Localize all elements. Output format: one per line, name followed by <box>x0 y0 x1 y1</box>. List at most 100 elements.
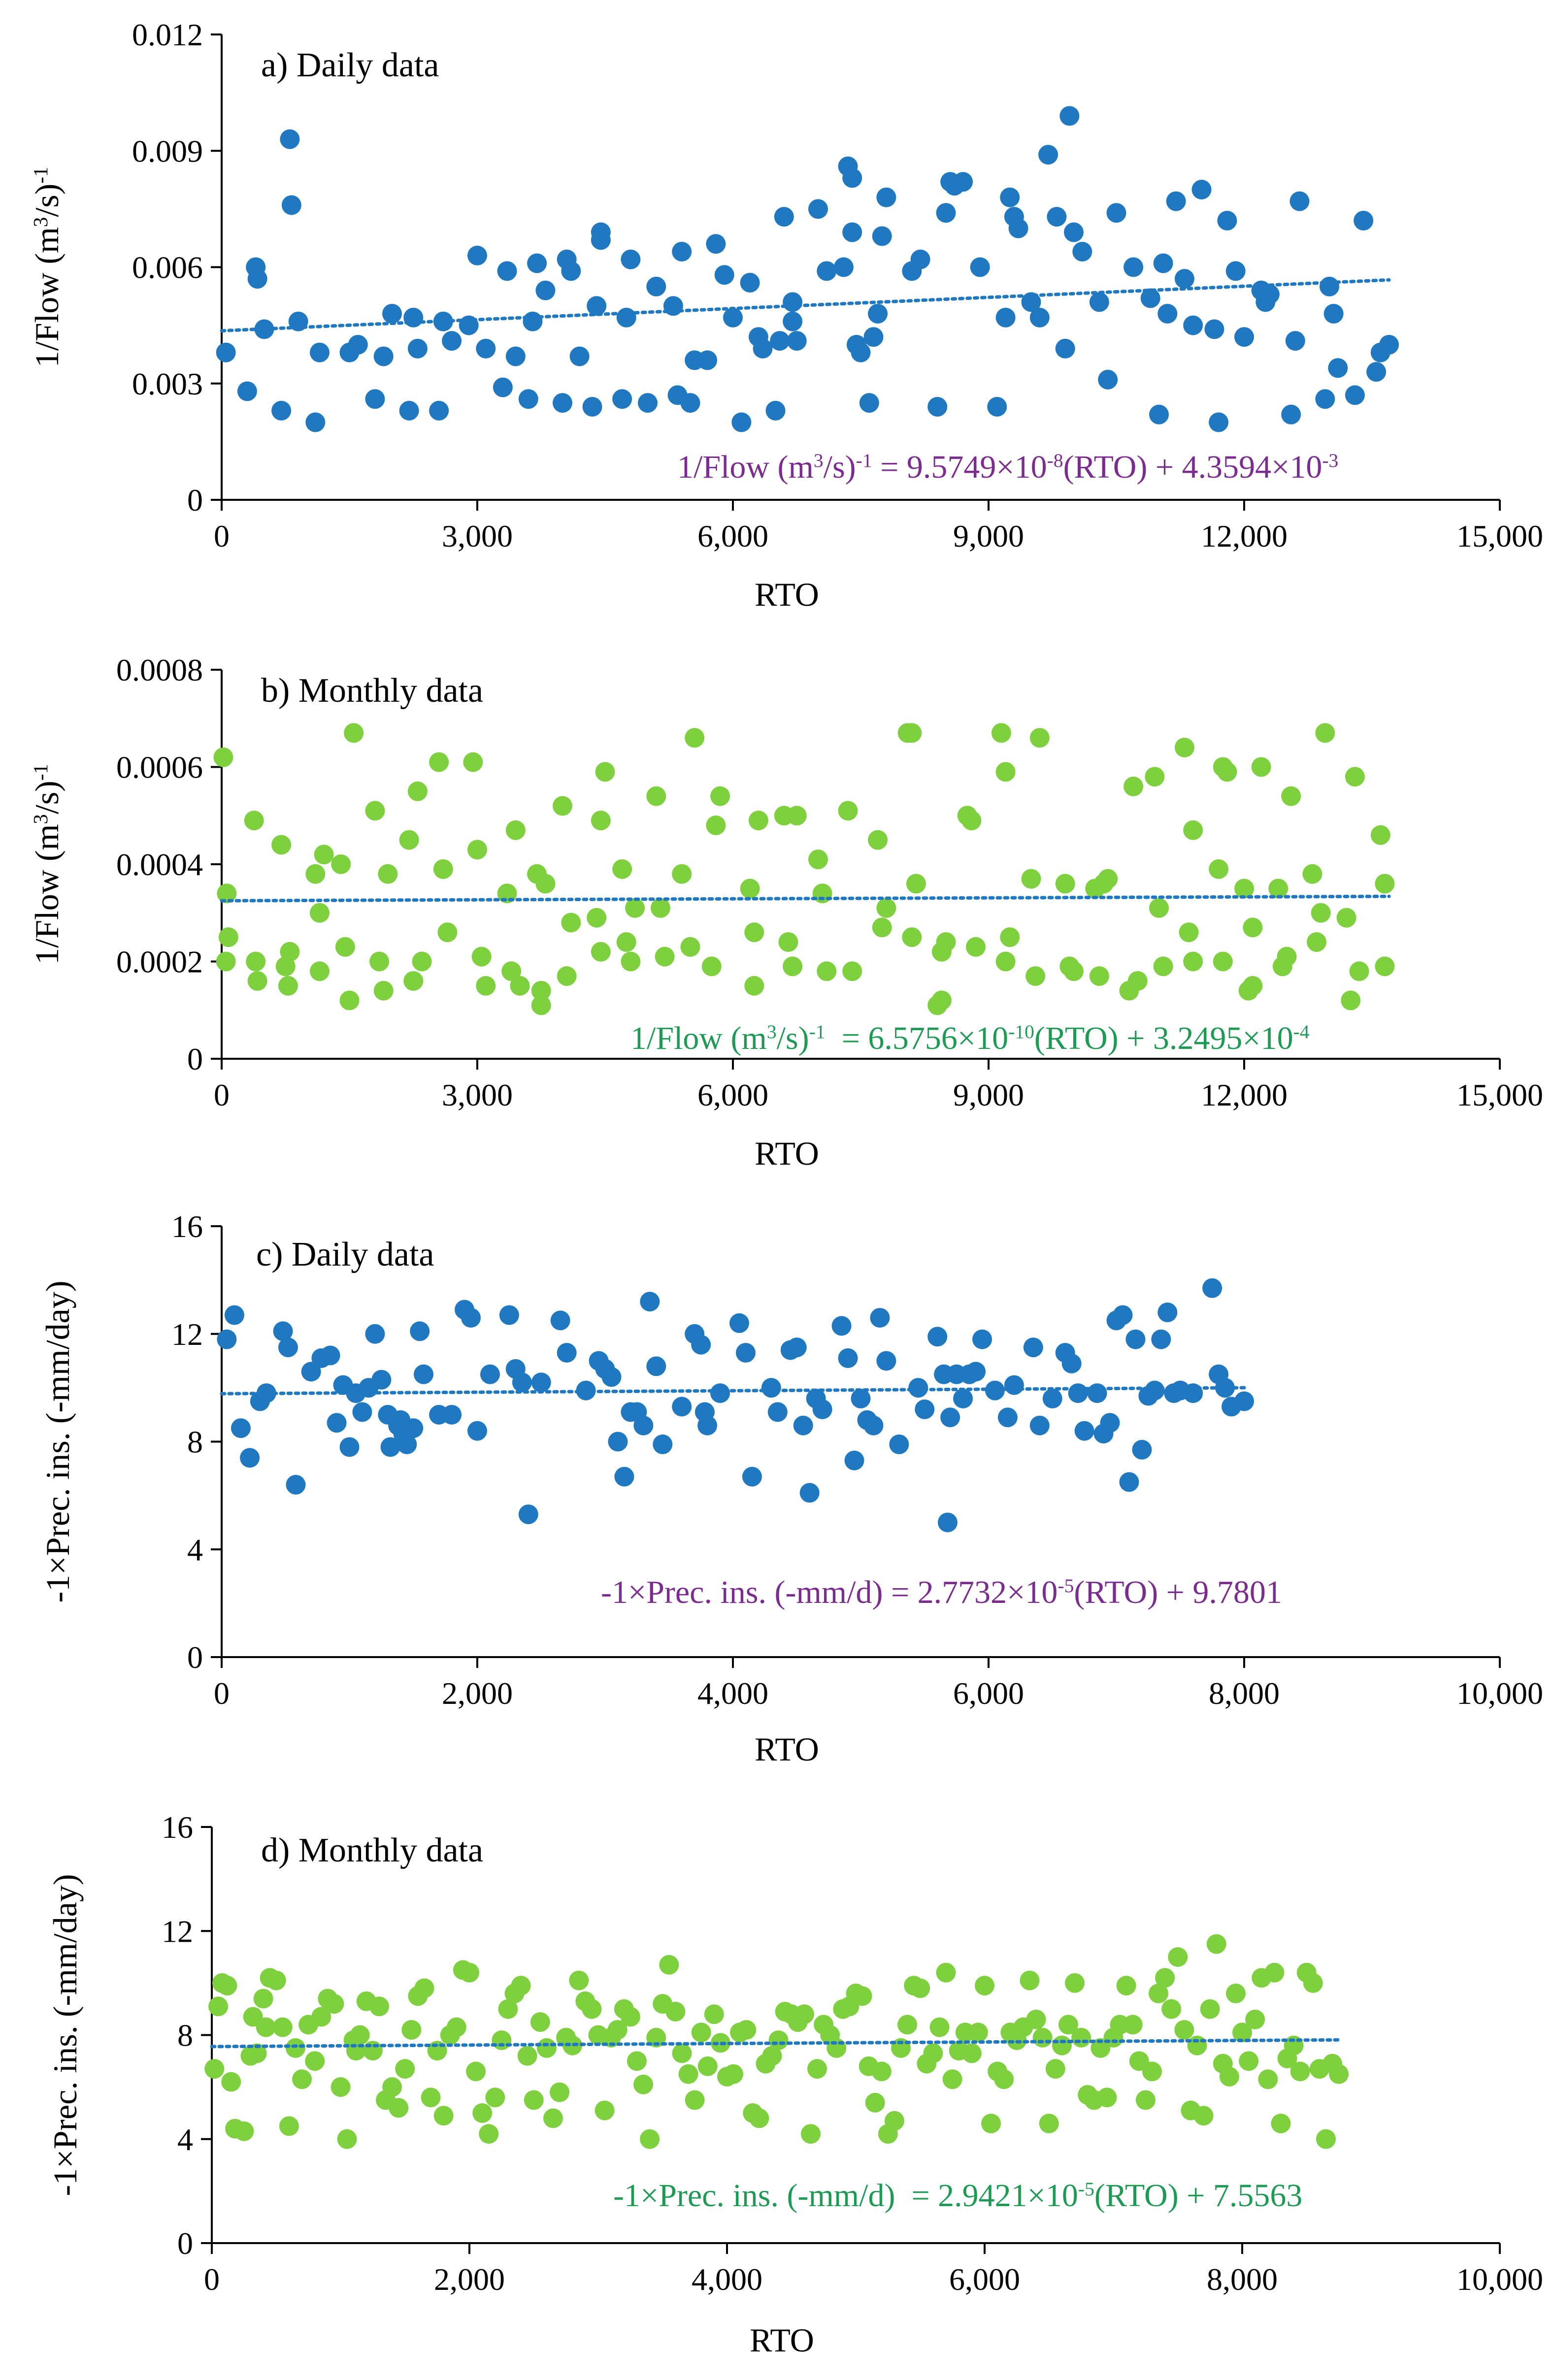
data-point <box>1020 1970 1040 1990</box>
data-point <box>1225 1984 1246 2003</box>
data-point <box>373 980 394 1001</box>
x-tick-label: 8,000 <box>1209 1676 1280 1711</box>
data-point <box>1119 1472 1139 1492</box>
data-point <box>817 261 837 281</box>
data-point <box>479 2124 499 2144</box>
x-tick-label: 10,000 <box>1456 2262 1543 2297</box>
x-axis-label: RTO <box>750 2321 814 2359</box>
data-point <box>961 2043 982 2063</box>
data-point <box>247 269 267 289</box>
data-point <box>1225 261 1246 281</box>
data-point <box>1168 1947 1188 1967</box>
data-point <box>492 2030 512 2051</box>
data-point <box>595 2100 615 2120</box>
data-point <box>817 961 837 981</box>
y-tick-label: 16 <box>162 1810 193 1845</box>
data-point <box>1064 222 1084 242</box>
data-point <box>778 932 798 952</box>
data-point <box>787 331 807 351</box>
data-point <box>1328 358 1348 378</box>
data-point <box>1290 2061 1310 2082</box>
data-point <box>311 2007 331 2027</box>
data-point <box>1202 1278 1223 1298</box>
data-point <box>723 307 743 327</box>
data-point <box>851 1389 871 1408</box>
data-points <box>217 1278 1254 1532</box>
data-point <box>1145 767 1165 787</box>
data-point <box>1232 2022 1252 2043</box>
y-tick-label: 0 <box>187 1042 203 1076</box>
data-point <box>535 874 556 894</box>
y-tick-label: 12 <box>162 1914 193 1949</box>
data-point <box>587 296 607 316</box>
data-point <box>1135 2090 1156 2110</box>
data-point <box>397 1434 417 1454</box>
data-point <box>936 1962 956 1983</box>
y-tick-label: 0.012 <box>132 17 203 52</box>
data-point <box>620 2007 640 2027</box>
data-point <box>527 253 547 273</box>
data-point <box>292 2069 312 2089</box>
data-point <box>987 397 1007 417</box>
data-point <box>442 1404 462 1425</box>
data-point <box>704 2004 724 2024</box>
data-point <box>1375 956 1395 977</box>
data-point <box>543 2108 563 2128</box>
x-tick-label: 0 <box>204 2262 220 2297</box>
data-point <box>320 1345 340 1366</box>
data-point <box>762 2046 782 2066</box>
data-point <box>256 2017 276 2037</box>
data-point <box>271 835 292 855</box>
y-tick-label: 0.006 <box>132 250 203 285</box>
y-tick-label: 0 <box>177 2226 193 2261</box>
data-point <box>833 257 854 277</box>
x-tick-label: 15,000 <box>1456 1077 1543 1112</box>
data-point <box>518 1504 538 1525</box>
data-point <box>234 2121 254 2141</box>
data-points <box>204 1934 1349 2149</box>
data-point <box>961 811 982 831</box>
data-point <box>505 346 526 366</box>
data-point <box>970 257 990 277</box>
y-tick-label: 0 <box>187 483 203 518</box>
data-point <box>1029 1415 1050 1435</box>
data-point <box>863 1415 884 1435</box>
data-point <box>710 1383 730 1403</box>
data-point <box>1174 738 1194 757</box>
data-point <box>561 261 581 281</box>
data-point <box>1026 2009 1046 2029</box>
data-point <box>863 327 884 347</box>
data-point <box>281 195 301 215</box>
data-point <box>1243 976 1263 996</box>
data-point <box>1200 1999 1220 2019</box>
data-point <box>691 2022 711 2043</box>
data-point <box>621 951 641 972</box>
y-tick-label: 4 <box>177 2122 193 2157</box>
data-point <box>557 1343 577 1363</box>
data-point <box>1370 825 1390 845</box>
data-point <box>1072 242 1092 261</box>
data-point <box>697 350 718 370</box>
data-point <box>1349 961 1369 981</box>
data-point <box>1193 2106 1214 2126</box>
data-point <box>774 207 794 227</box>
data-point <box>301 1362 321 1382</box>
data-point <box>286 1475 306 1495</box>
x-tick-label: 12,000 <box>1201 1077 1288 1112</box>
data-point <box>511 1976 531 1996</box>
y-tick-label: 0.0008 <box>116 652 203 687</box>
data-point <box>1042 1389 1062 1408</box>
data-point <box>744 922 764 943</box>
data-point <box>510 976 530 996</box>
data-point <box>844 1450 864 1470</box>
data-point <box>927 397 948 417</box>
data-point <box>216 342 236 362</box>
data-point <box>607 2020 628 2040</box>
data-point <box>876 898 896 918</box>
data-point <box>616 307 636 327</box>
data-point <box>403 971 424 991</box>
data-point <box>1234 327 1254 347</box>
data-point <box>1251 757 1271 777</box>
data-point <box>433 859 453 879</box>
data-point <box>327 1413 347 1433</box>
